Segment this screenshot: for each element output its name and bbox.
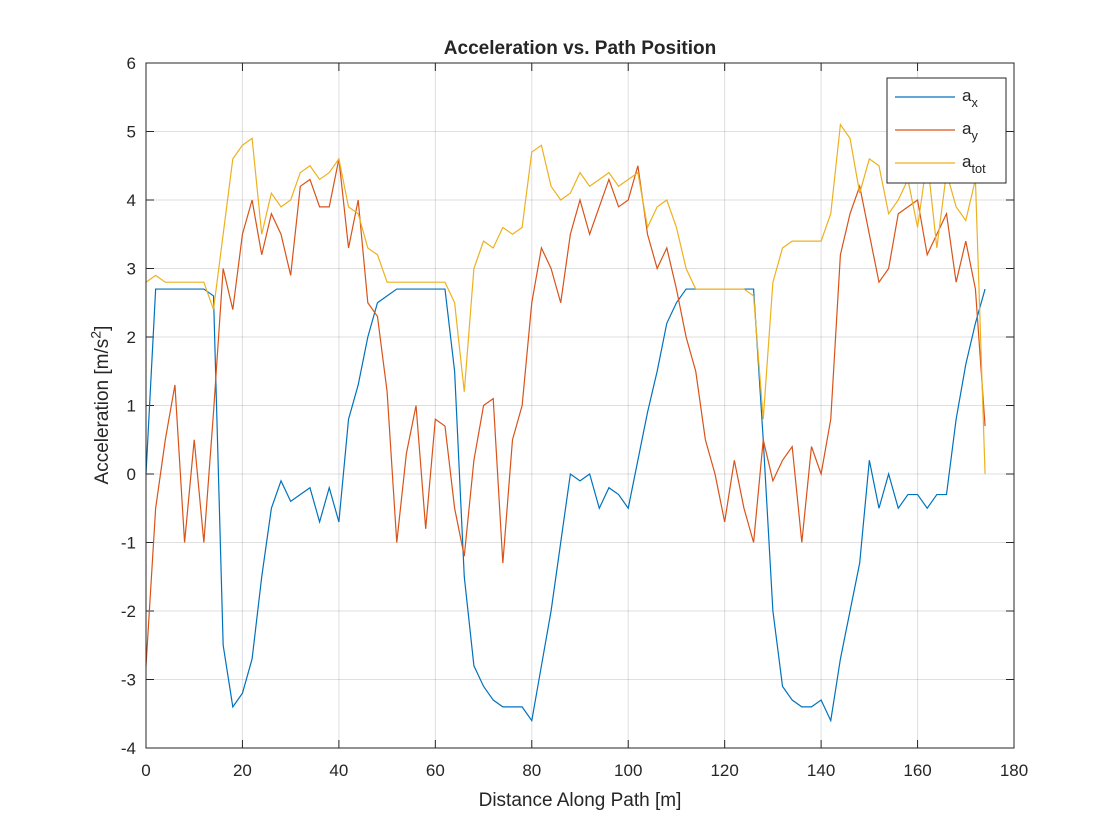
x-tick-label: 140: [807, 761, 835, 780]
y-tick-label: -1: [121, 534, 136, 553]
y-tick-label: 0: [127, 465, 136, 484]
y-tick-label: -4: [121, 739, 136, 758]
x-tick-label: 180: [1000, 761, 1028, 780]
x-tick-label: 160: [903, 761, 931, 780]
x-tick-label: 60: [426, 761, 445, 780]
legend-label: atot​: [962, 152, 986, 176]
x-tick-label: 80: [522, 761, 541, 780]
x-tick-label: 0: [141, 761, 150, 780]
legend: ax​ ay​ atot​: [886, 77, 1007, 184]
data-line: [145, 123, 986, 475]
legend-label: ax​: [962, 86, 978, 110]
chart-title: Acceleration vs. Path Position: [444, 38, 716, 59]
y-axis-label: Acceleration [m/s2​]: [88, 326, 113, 485]
y-tick-label: -3: [121, 671, 136, 690]
x-axis-label: Distance Along Path [m]: [479, 790, 682, 811]
y-tick-label: 6: [127, 54, 136, 73]
x-tick-label: 40: [329, 761, 348, 780]
x-tick-label: 100: [614, 761, 642, 780]
data-line: [145, 288, 986, 723]
y-tick-label: -2: [121, 602, 136, 621]
y-tick-label: 1: [127, 397, 136, 416]
data-line: [145, 158, 986, 666]
legend-label: ay​: [962, 119, 978, 143]
x-tick-label: 120: [710, 761, 738, 780]
y-tick-label: 5: [127, 123, 136, 142]
y-tick-label: 4: [127, 191, 136, 210]
axes-box: [145, 62, 1015, 749]
y-tick-label: 3: [127, 260, 136, 279]
y-tick-label: 2: [127, 328, 136, 347]
plot-area: [146, 63, 1014, 748]
x-tick-label: 20: [233, 761, 252, 780]
